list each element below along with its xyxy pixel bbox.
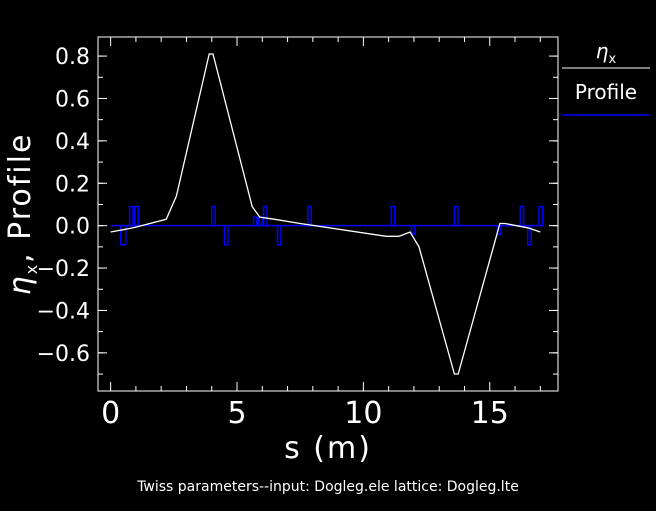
eta-x-line (110, 53, 541, 375)
eta-x-series (110, 53, 541, 375)
y-tick-label: 0.4 (55, 130, 90, 155)
y-axis-label-sub: x (22, 263, 41, 274)
y-tick-label: 0.8 (55, 45, 90, 70)
x-tick-label: 15 (471, 396, 509, 431)
legend-eta-symbol: η (596, 39, 609, 63)
y-tick-label: 0.2 (55, 172, 90, 197)
profile-element (262, 205, 268, 227)
profile-element (410, 224, 416, 235)
y-axis-label-symbol: η (3, 274, 38, 295)
plot-frame (97, 36, 559, 392)
y-tick-label: 0.6 (55, 87, 90, 112)
profile-element (519, 205, 525, 227)
y-tick-label: −0.2 (37, 257, 90, 282)
legend-entry-eta-x: ηx (596, 39, 617, 67)
x-ticks: 0 5 10 15 (101, 37, 541, 431)
profile-element (257, 216, 263, 227)
y-tick-label: −0.4 (37, 299, 90, 324)
profile-element (119, 224, 127, 246)
legend-eta-sub: x (608, 52, 616, 67)
legend: ηx Profile (562, 39, 650, 116)
x-tick-label: 0 (101, 396, 120, 431)
x-axis-label: s (m) (284, 431, 372, 466)
profile-element (390, 205, 396, 227)
chart-caption: Twiss parameters--input: Dogleg.ele latt… (136, 479, 519, 495)
x-tick-label: 5 (227, 396, 246, 431)
y-tick-label: 0.0 (55, 215, 90, 240)
x-tick-label: 10 (344, 396, 382, 431)
y-ticks: 0.8 0.6 0.4 0.2 0.0 −0.2 −0.4 −0.6 (37, 45, 558, 375)
y-tick-label: −0.6 (37, 342, 90, 367)
profile-element (128, 205, 134, 227)
y-axis-label: ηx, Profile (3, 133, 41, 296)
legend-entry-profile: Profile (575, 80, 637, 104)
profile-element (276, 224, 282, 246)
profile-element (133, 205, 139, 227)
profile-element (307, 205, 313, 227)
profile-element (223, 224, 229, 246)
profile-element (453, 205, 459, 227)
profile-series (110, 205, 544, 246)
profile-element (538, 205, 544, 227)
svg-text:ηx, Profile: ηx, Profile (3, 133, 41, 296)
profile-element (252, 216, 258, 227)
profile-element (526, 224, 532, 246)
y-axis-label-rest: , Profile (3, 133, 38, 263)
profile-element (210, 205, 217, 227)
